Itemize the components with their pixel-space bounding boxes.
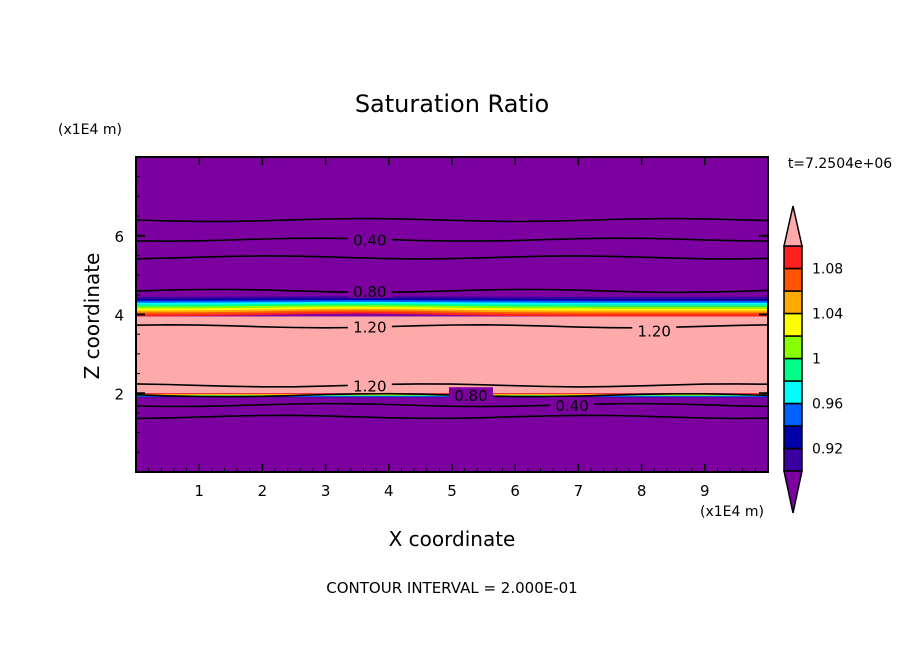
contour-label-bg (347, 282, 392, 298)
colorbar-label: 1.08 (812, 262, 843, 278)
colorbar-box (783, 447, 803, 472)
time-label: t=7.2504e+06 (788, 156, 892, 172)
contour-label-bg (448, 387, 493, 403)
x-tick-label: 9 (700, 482, 710, 500)
colorbar-box (783, 357, 803, 382)
contour-label: 1.20 (638, 322, 671, 340)
contour-lines: 0.40 0.80 1.20 1.20 0.80 0.40 1.20 (135, 217, 769, 420)
colorbar-box (783, 380, 803, 405)
contour-label: 0.80 (353, 283, 386, 301)
contour-label-bg (632, 322, 677, 338)
y-tick-label: 2 (114, 385, 124, 403)
x-axis-label: X coordinate (389, 527, 516, 551)
contour-line (135, 217, 769, 223)
colorbar: 0.92 0.96 1 1.04 1.08 (783, 205, 843, 514)
colorbar-box (783, 312, 803, 337)
contour-label: 0.80 (454, 387, 487, 405)
y-units-label: (x1E4 m) (58, 122, 122, 138)
x-tick-label: 3 (321, 482, 331, 500)
colorbar-label: 0.92 (812, 442, 843, 458)
x-tick-label: 7 (574, 482, 584, 500)
contour-label: 0.40 (353, 232, 386, 250)
contour-line (135, 237, 769, 243)
contour-line (135, 255, 769, 260)
contour-line (135, 402, 769, 408)
contour-label-bg (347, 318, 392, 334)
colorbar-box (783, 425, 803, 450)
x-tick-label: 2 (258, 482, 268, 500)
colorbar-box (783, 402, 803, 427)
x-tick-label: 6 (510, 482, 520, 500)
filled-contours (136, 157, 768, 472)
x-tick-label: 8 (637, 482, 647, 500)
axis-ticks: 1 2 3 4 5 6 7 8 9 2 4 6 (114, 157, 769, 500)
x-tick-label: 5 (447, 482, 457, 500)
chart-title: Saturation Ratio (355, 90, 549, 118)
colorbar-label: 1 (812, 352, 821, 368)
colorbar-label: 1.04 (812, 307, 843, 323)
contour-interval-note: CONTOUR INTERVAL = 2.000E-01 (326, 579, 577, 597)
colorbar-box (783, 335, 803, 360)
colorbar-under-triangle (783, 470, 803, 514)
colorbar-box (783, 290, 803, 315)
contour-line (135, 414, 769, 420)
x-tick-label: 1 (194, 482, 204, 500)
contour-label-bg (347, 377, 392, 393)
x-units-label: (x1E4 m) (700, 504, 764, 520)
y-tick-label: 4 (114, 307, 124, 325)
colorbar-label: 0.96 (812, 397, 843, 413)
contour-label-bg (550, 397, 595, 413)
colorbar-box (783, 267, 803, 292)
contour-label: 1.20 (353, 377, 386, 395)
colorbar-box (783, 245, 803, 270)
contour-label: 1.20 (353, 318, 386, 336)
y-tick-label: 6 (114, 228, 124, 246)
contour-label-bg (347, 231, 392, 247)
contour-line (135, 383, 769, 388)
field-band (136, 296, 768, 299)
contour-label: 0.40 (555, 397, 588, 415)
x-tick-label: 4 (384, 482, 394, 500)
y-axis-label: Z coordinate (80, 253, 104, 380)
colorbar-over-triangle (783, 205, 803, 247)
contour-line (135, 288, 769, 294)
